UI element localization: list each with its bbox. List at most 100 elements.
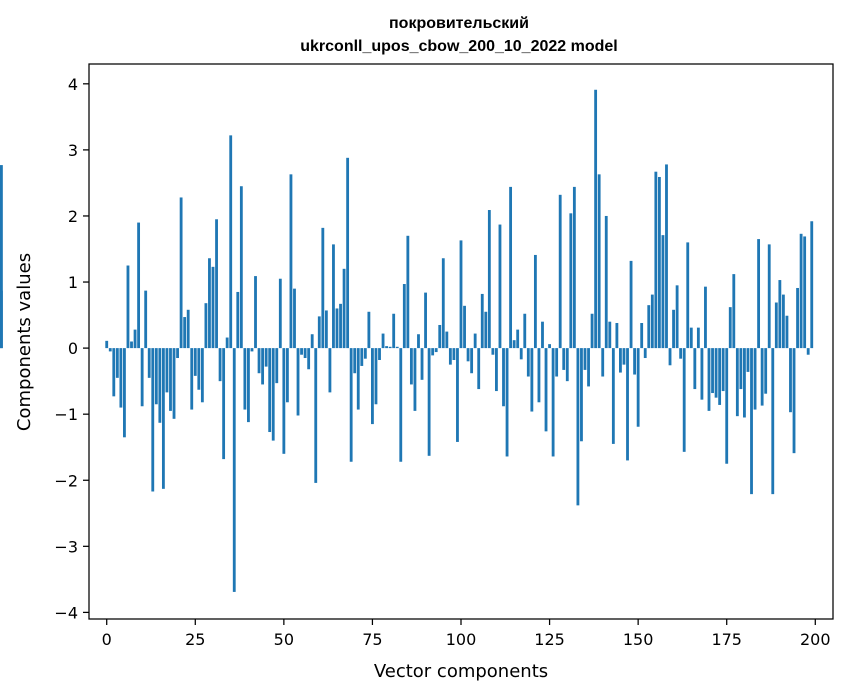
bar-184: [757, 239, 761, 349]
bar-124: [544, 348, 548, 432]
bar-53: [293, 288, 296, 349]
bar-194: [792, 348, 796, 454]
bar-48: [275, 348, 279, 384]
bar-36: [232, 348, 236, 592]
bar-39: [243, 348, 247, 410]
bar-87: [413, 348, 417, 411]
bar-170: [707, 348, 711, 411]
bar-165: [689, 327, 693, 349]
bar-54: [296, 348, 300, 416]
bar-167: [696, 327, 700, 349]
bar-89: [420, 348, 424, 380]
chart-title: покровительский: [389, 15, 529, 32]
bar-30: [211, 266, 215, 349]
bar-116: [516, 329, 520, 349]
bar-38: [239, 186, 243, 349]
bar-79: [385, 346, 389, 349]
x-tick-label: 50: [274, 630, 294, 649]
bar-43: [257, 348, 261, 374]
bar-160: [672, 309, 675, 349]
bar-158: [665, 164, 668, 349]
bar-109: [491, 348, 495, 355]
bar-77: [378, 348, 381, 360]
bar-180: [743, 348, 746, 418]
bar-47: [271, 348, 275, 441]
bar-196: [799, 233, 803, 349]
bar-177: [732, 274, 736, 349]
bar-127: [555, 348, 559, 377]
bar-174: [721, 348, 725, 392]
bar-115: [512, 340, 516, 349]
bar-128: [558, 194, 562, 349]
bar-49: [278, 278, 282, 349]
bar-4: [119, 348, 123, 408]
bar-176: [728, 307, 732, 349]
bar-139: [597, 174, 601, 349]
x-tick-label: 125: [534, 630, 565, 649]
y-axis-ticks: −4 −3 −2 −1 0 1 2 3 4: [54, 75, 89, 622]
bar-7: [130, 341, 133, 349]
bar-95: [441, 258, 445, 349]
bar-16: [161, 348, 165, 489]
bar-40: [247, 348, 250, 423]
bar-34: [225, 337, 229, 349]
bar-129: [562, 348, 566, 370]
bar-198: [806, 348, 810, 355]
bar-141: [604, 215, 608, 349]
bar-73: [363, 348, 367, 359]
bar-144: [615, 323, 619, 349]
bar-2: [112, 348, 116, 397]
bar-188: [771, 348, 775, 495]
x-tick-label: 100: [446, 630, 477, 649]
bar-10: [140, 348, 144, 407]
bar-133: [576, 348, 580, 506]
y-tick-label: −4: [54, 603, 78, 622]
bar-62: [324, 310, 328, 349]
bar-9: [137, 222, 141, 349]
x-tick-label: 150: [623, 630, 654, 649]
bar-102: [466, 348, 470, 362]
x-axis-ticks: 0 25 50 75 100 125 150 175 200: [102, 619, 831, 649]
bar-183: [753, 348, 757, 410]
bar-0: [105, 340, 109, 349]
bar-162: [679, 348, 683, 359]
bar-59: [314, 348, 318, 483]
bar-60: [317, 316, 321, 349]
bar-168: [700, 348, 704, 400]
bar-37: [236, 291, 240, 349]
bar-199: [810, 221, 814, 349]
y-tick-label: 1: [68, 273, 78, 292]
bar-51: [285, 348, 289, 403]
bar-11: [144, 290, 148, 349]
x-tick-label: 0: [102, 630, 112, 649]
bar-195: [796, 287, 799, 349]
bar-134: [580, 348, 583, 442]
bar-189: [774, 302, 778, 349]
bar-88: [417, 334, 420, 349]
bar-23: [186, 309, 190, 349]
bar-145: [619, 348, 622, 373]
bar-63: [328, 348, 332, 393]
bar-31: [215, 219, 218, 349]
bar-80: [388, 346, 392, 349]
bar-78: [381, 333, 385, 349]
bar-14: [154, 348, 158, 405]
bar-27: [200, 348, 204, 403]
bar-173: [718, 348, 722, 405]
bar-81: [392, 313, 396, 349]
bar-94: [438, 324, 442, 349]
y-tick-label: 4: [68, 75, 78, 94]
bar-156: [657, 176, 661, 349]
bar-74: [367, 311, 371, 349]
bar-147: [626, 348, 629, 461]
bar-175: [725, 348, 729, 464]
bar-24: [190, 348, 194, 410]
bar-120: [530, 348, 534, 412]
bar-197: [803, 236, 807, 349]
bar-101: [463, 305, 466, 349]
bar-157: [661, 235, 665, 349]
bar-108: [487, 210, 491, 349]
bar-45: [264, 348, 268, 367]
bar-159: [668, 348, 672, 366]
